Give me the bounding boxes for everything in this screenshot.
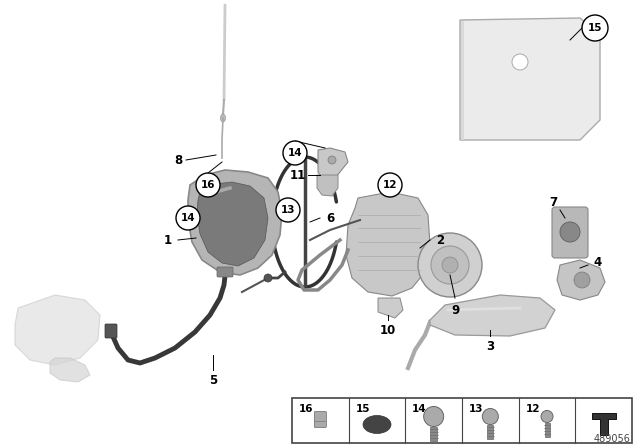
Text: 8: 8 — [174, 154, 182, 167]
FancyBboxPatch shape — [430, 426, 437, 440]
Circle shape — [283, 141, 307, 165]
Text: 9: 9 — [451, 303, 459, 316]
Text: 1: 1 — [164, 233, 172, 246]
FancyBboxPatch shape — [217, 267, 233, 277]
Text: 13: 13 — [281, 205, 295, 215]
Text: 7: 7 — [549, 195, 557, 208]
Text: 13: 13 — [469, 404, 483, 414]
Text: 16: 16 — [299, 404, 314, 414]
Circle shape — [560, 222, 580, 242]
Polygon shape — [317, 175, 338, 196]
Polygon shape — [378, 298, 403, 318]
Polygon shape — [557, 260, 605, 300]
FancyBboxPatch shape — [314, 412, 326, 427]
Text: 15: 15 — [588, 23, 602, 33]
Text: 4: 4 — [594, 255, 602, 268]
Polygon shape — [318, 148, 348, 178]
Circle shape — [582, 15, 608, 41]
Circle shape — [196, 173, 220, 197]
Circle shape — [424, 406, 444, 426]
Circle shape — [264, 274, 272, 282]
Text: 11: 11 — [290, 168, 306, 181]
Text: 489056: 489056 — [593, 434, 630, 444]
Text: 15: 15 — [356, 404, 370, 414]
Polygon shape — [188, 170, 282, 275]
FancyBboxPatch shape — [487, 425, 493, 439]
Circle shape — [442, 257, 458, 273]
Text: 3: 3 — [486, 340, 494, 353]
Circle shape — [328, 156, 336, 164]
Circle shape — [541, 410, 553, 422]
Polygon shape — [197, 182, 268, 266]
Circle shape — [483, 409, 499, 425]
FancyBboxPatch shape — [545, 422, 550, 436]
Polygon shape — [591, 413, 616, 435]
Text: 16: 16 — [201, 180, 215, 190]
Circle shape — [512, 54, 528, 70]
Ellipse shape — [221, 114, 225, 122]
Text: 12: 12 — [525, 404, 540, 414]
Polygon shape — [50, 358, 90, 382]
Text: 14: 14 — [288, 148, 302, 158]
Text: 14: 14 — [180, 213, 195, 223]
Text: 12: 12 — [383, 180, 397, 190]
Text: 10: 10 — [380, 323, 396, 336]
Circle shape — [378, 173, 402, 197]
Text: 14: 14 — [412, 404, 427, 414]
Text: 6: 6 — [326, 211, 334, 224]
FancyBboxPatch shape — [105, 324, 117, 338]
Circle shape — [431, 246, 469, 284]
Polygon shape — [15, 295, 100, 365]
Text: 2: 2 — [436, 233, 444, 246]
Ellipse shape — [363, 415, 391, 434]
Polygon shape — [430, 295, 555, 336]
Circle shape — [176, 206, 200, 230]
FancyBboxPatch shape — [292, 398, 632, 443]
FancyBboxPatch shape — [552, 207, 588, 258]
Text: 5: 5 — [209, 374, 217, 387]
Polygon shape — [460, 18, 600, 140]
Circle shape — [574, 272, 590, 288]
Circle shape — [418, 233, 482, 297]
Circle shape — [276, 198, 300, 222]
Polygon shape — [346, 192, 430, 296]
